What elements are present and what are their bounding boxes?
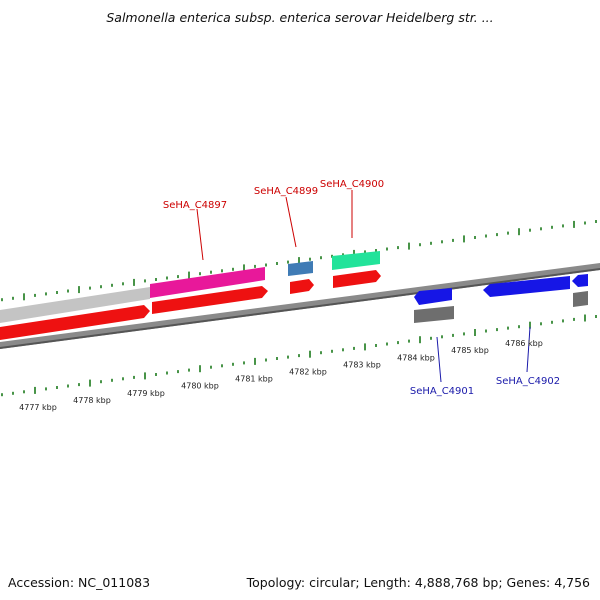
svg-text:SeHA_C4899: SeHA_C4899: [254, 186, 318, 197]
svg-text:SeHA_C4897: SeHA_C4897: [163, 200, 227, 211]
kbp-label: 4781 kbp: [235, 375, 273, 384]
feature-blue-cds-edge[interactable]: [572, 274, 588, 287]
gene-label-seha-c4897[interactable]: SeHA_C4897: [163, 200, 227, 261]
feature-red-cds-2[interactable]: [152, 286, 268, 314]
lower-tick-track: [1, 314, 597, 397]
map-title: Salmonella enterica subsp. enterica sero…: [106, 10, 494, 25]
svg-text:SeHA_C4900: SeHA_C4900: [320, 179, 384, 190]
svg-text:SeHA_C4901: SeHA_C4901: [410, 386, 474, 397]
feature-seha-c4901[interactable]: [414, 288, 452, 305]
feature-red-cds-1[interactable]: [0, 305, 150, 340]
feature-seha-c4900[interactable]: [332, 251, 380, 270]
kbp-label: 4786 kbp: [505, 339, 543, 348]
gene-label-seha-c4902[interactable]: SeHA_C4902: [496, 326, 560, 387]
accession-text: Accession: NC_011083: [8, 575, 151, 590]
feature-seha-c4899[interactable]: [288, 261, 313, 276]
gene-label-seha-c4899[interactable]: SeHA_C4899: [254, 186, 318, 248]
kbp-label: 4777 kbp: [19, 403, 57, 412]
feature-grey-reverse[interactable]: [414, 306, 454, 323]
kbp-label: 4779 kbp: [127, 389, 165, 398]
kbp-label: 4784 kbp: [397, 353, 435, 362]
svg-text:SeHA_C4902: SeHA_C4902: [496, 376, 560, 387]
kbp-label: 4778 kbp: [73, 396, 111, 405]
kbp-label: 4783 kbp: [343, 360, 381, 369]
gene-label-seha-c4901[interactable]: SeHA_C4901: [410, 336, 474, 397]
kbp-label: 4782 kbp: [289, 368, 327, 377]
feature-grey-forward[interactable]: [0, 287, 150, 323]
kbp-label: 4780 kbp: [181, 382, 219, 391]
kbp-label: 4785 kbp: [451, 346, 489, 355]
feature-seha-c4897[interactable]: [150, 267, 265, 298]
feature-seha-c4902[interactable]: [483, 276, 570, 297]
feature-grey-edge[interactable]: [573, 291, 588, 307]
gene-label-seha-c4900[interactable]: SeHA_C4900: [320, 179, 384, 238]
feature-red-cds-3[interactable]: [290, 279, 314, 294]
feature-red-cds-4[interactable]: [333, 270, 381, 288]
kbp-scale-labels: 4777 kbp 4778 kbp 4779 kbp 4780 kbp 4781 kbp…: [19, 339, 543, 412]
genome-stats-text: Topology: circular; Length: 4,888,768 bp…: [246, 575, 590, 590]
